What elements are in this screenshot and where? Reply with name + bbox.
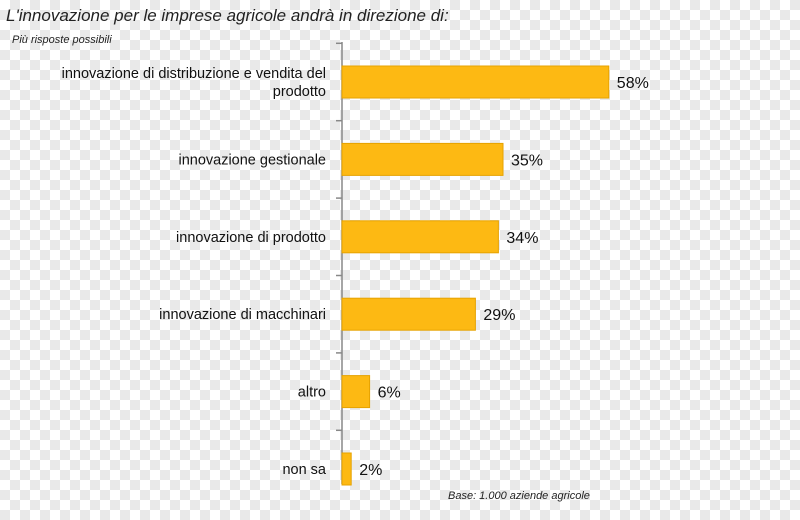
data-label: 6% (378, 385, 401, 402)
chart-note: Base: 1.000 aziende agricole (448, 490, 590, 502)
bar (341, 297, 476, 331)
bar (341, 375, 371, 409)
bar (341, 65, 610, 99)
category-label: innovazione di macchinari (159, 307, 326, 323)
data-label: 2% (359, 462, 382, 479)
category-label: innovazione di distribuzione e vendita d… (62, 66, 326, 100)
category-label: altro (298, 385, 326, 401)
category-label: innovazione di prodotto (176, 230, 326, 246)
data-label: 58% (617, 75, 649, 92)
data-label: 35% (511, 152, 543, 169)
bar (341, 452, 352, 486)
bar (341, 220, 499, 254)
data-label: 34% (506, 230, 538, 247)
category-label: innovazione gestionale (178, 152, 326, 168)
category-label: non sa (282, 462, 326, 478)
chart-title: L'innovazione per le imprese agricole an… (6, 6, 449, 25)
bar (341, 142, 504, 176)
chart-subtitle: Più risposte possibili (12, 34, 112, 46)
data-label: 29% (483, 307, 515, 324)
